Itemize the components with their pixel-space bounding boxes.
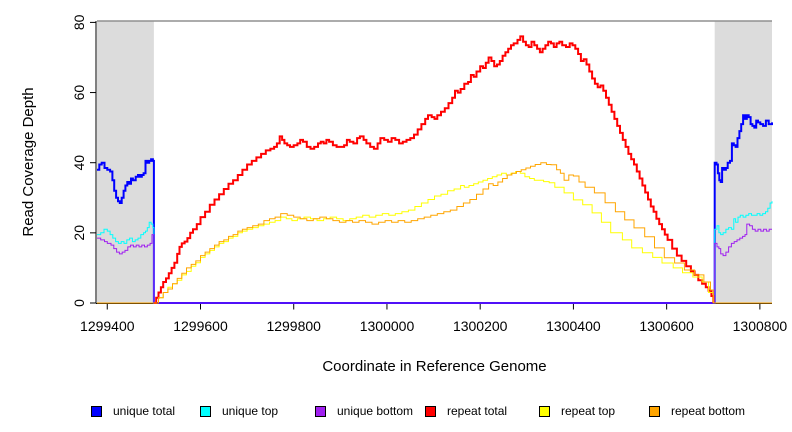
legend-label: unique total — [113, 404, 176, 418]
x-tick-label: 1299400 — [80, 318, 135, 334]
x-tick-label: 1300600 — [639, 318, 694, 334]
y-tick-label: 0 — [71, 299, 87, 307]
y-axis-title: Read Coverage Depth — [20, 87, 37, 237]
unique-top-swatch-icon — [200, 405, 211, 417]
chart-legend: unique total unique top unique bottom re… — [0, 403, 792, 423]
x-axis-title: Coordinate in Reference Genome — [322, 358, 547, 375]
series-unique-bottom — [97, 223, 772, 304]
y-tick-label: 60 — [71, 85, 87, 101]
chart-canvas: 0 20 40 60 80 1299400 1299600 1299800 1300000 130… — [71, 14, 787, 334]
legend-item-unique-top: unique top — [200, 403, 278, 419]
legend-item-unique-total: unique total — [91, 403, 175, 419]
tick-marks — [90, 21, 761, 310]
legend-item-repeat-total: repeat total — [425, 403, 507, 419]
unique-bottom-swatch-icon — [315, 405, 326, 417]
tick-labels: 0 20 40 60 80 1299400 1299600 1299800 1300000 130… — [71, 14, 787, 334]
shaded-regions — [97, 21, 772, 304]
legend-label: unique top — [222, 404, 279, 418]
legend-item-repeat-bottom: repeat bottom — [649, 403, 745, 419]
x-tick-label: 1300000 — [360, 318, 415, 334]
legend-label: repeat total — [447, 404, 508, 418]
x-tick-label: 1300800 — [733, 318, 788, 334]
series-repeat-bottom — [97, 162, 772, 304]
legend-label: unique bottom — [337, 404, 414, 418]
repeat-bottom-swatch-icon — [649, 405, 660, 417]
x-tick-label: 1300400 — [546, 318, 601, 334]
y-tick-label: 40 — [71, 155, 87, 171]
x-tick-label: 1299800 — [266, 318, 321, 334]
series-unique-total — [97, 114, 773, 304]
x-tick-label: 1300200 — [453, 318, 508, 334]
x-tick-label: 1299600 — [173, 318, 228, 334]
repeat-total-swatch-icon — [425, 405, 436, 417]
legend-label: repeat top — [561, 404, 616, 418]
legend-item-repeat-top: repeat top — [539, 403, 615, 419]
legend-label: repeat bottom — [671, 404, 746, 418]
series-unique-top — [97, 201, 773, 304]
series-repeat-total — [153, 35, 715, 304]
y-tick-label: 80 — [71, 14, 87, 30]
legend-item-unique-bottom: unique bottom — [315, 403, 413, 419]
unique-total-swatch-icon — [91, 405, 102, 417]
repeat-top-swatch-icon — [539, 405, 550, 417]
y-tick-label: 20 — [71, 225, 87, 241]
series-repeat-top — [153, 171, 714, 304]
